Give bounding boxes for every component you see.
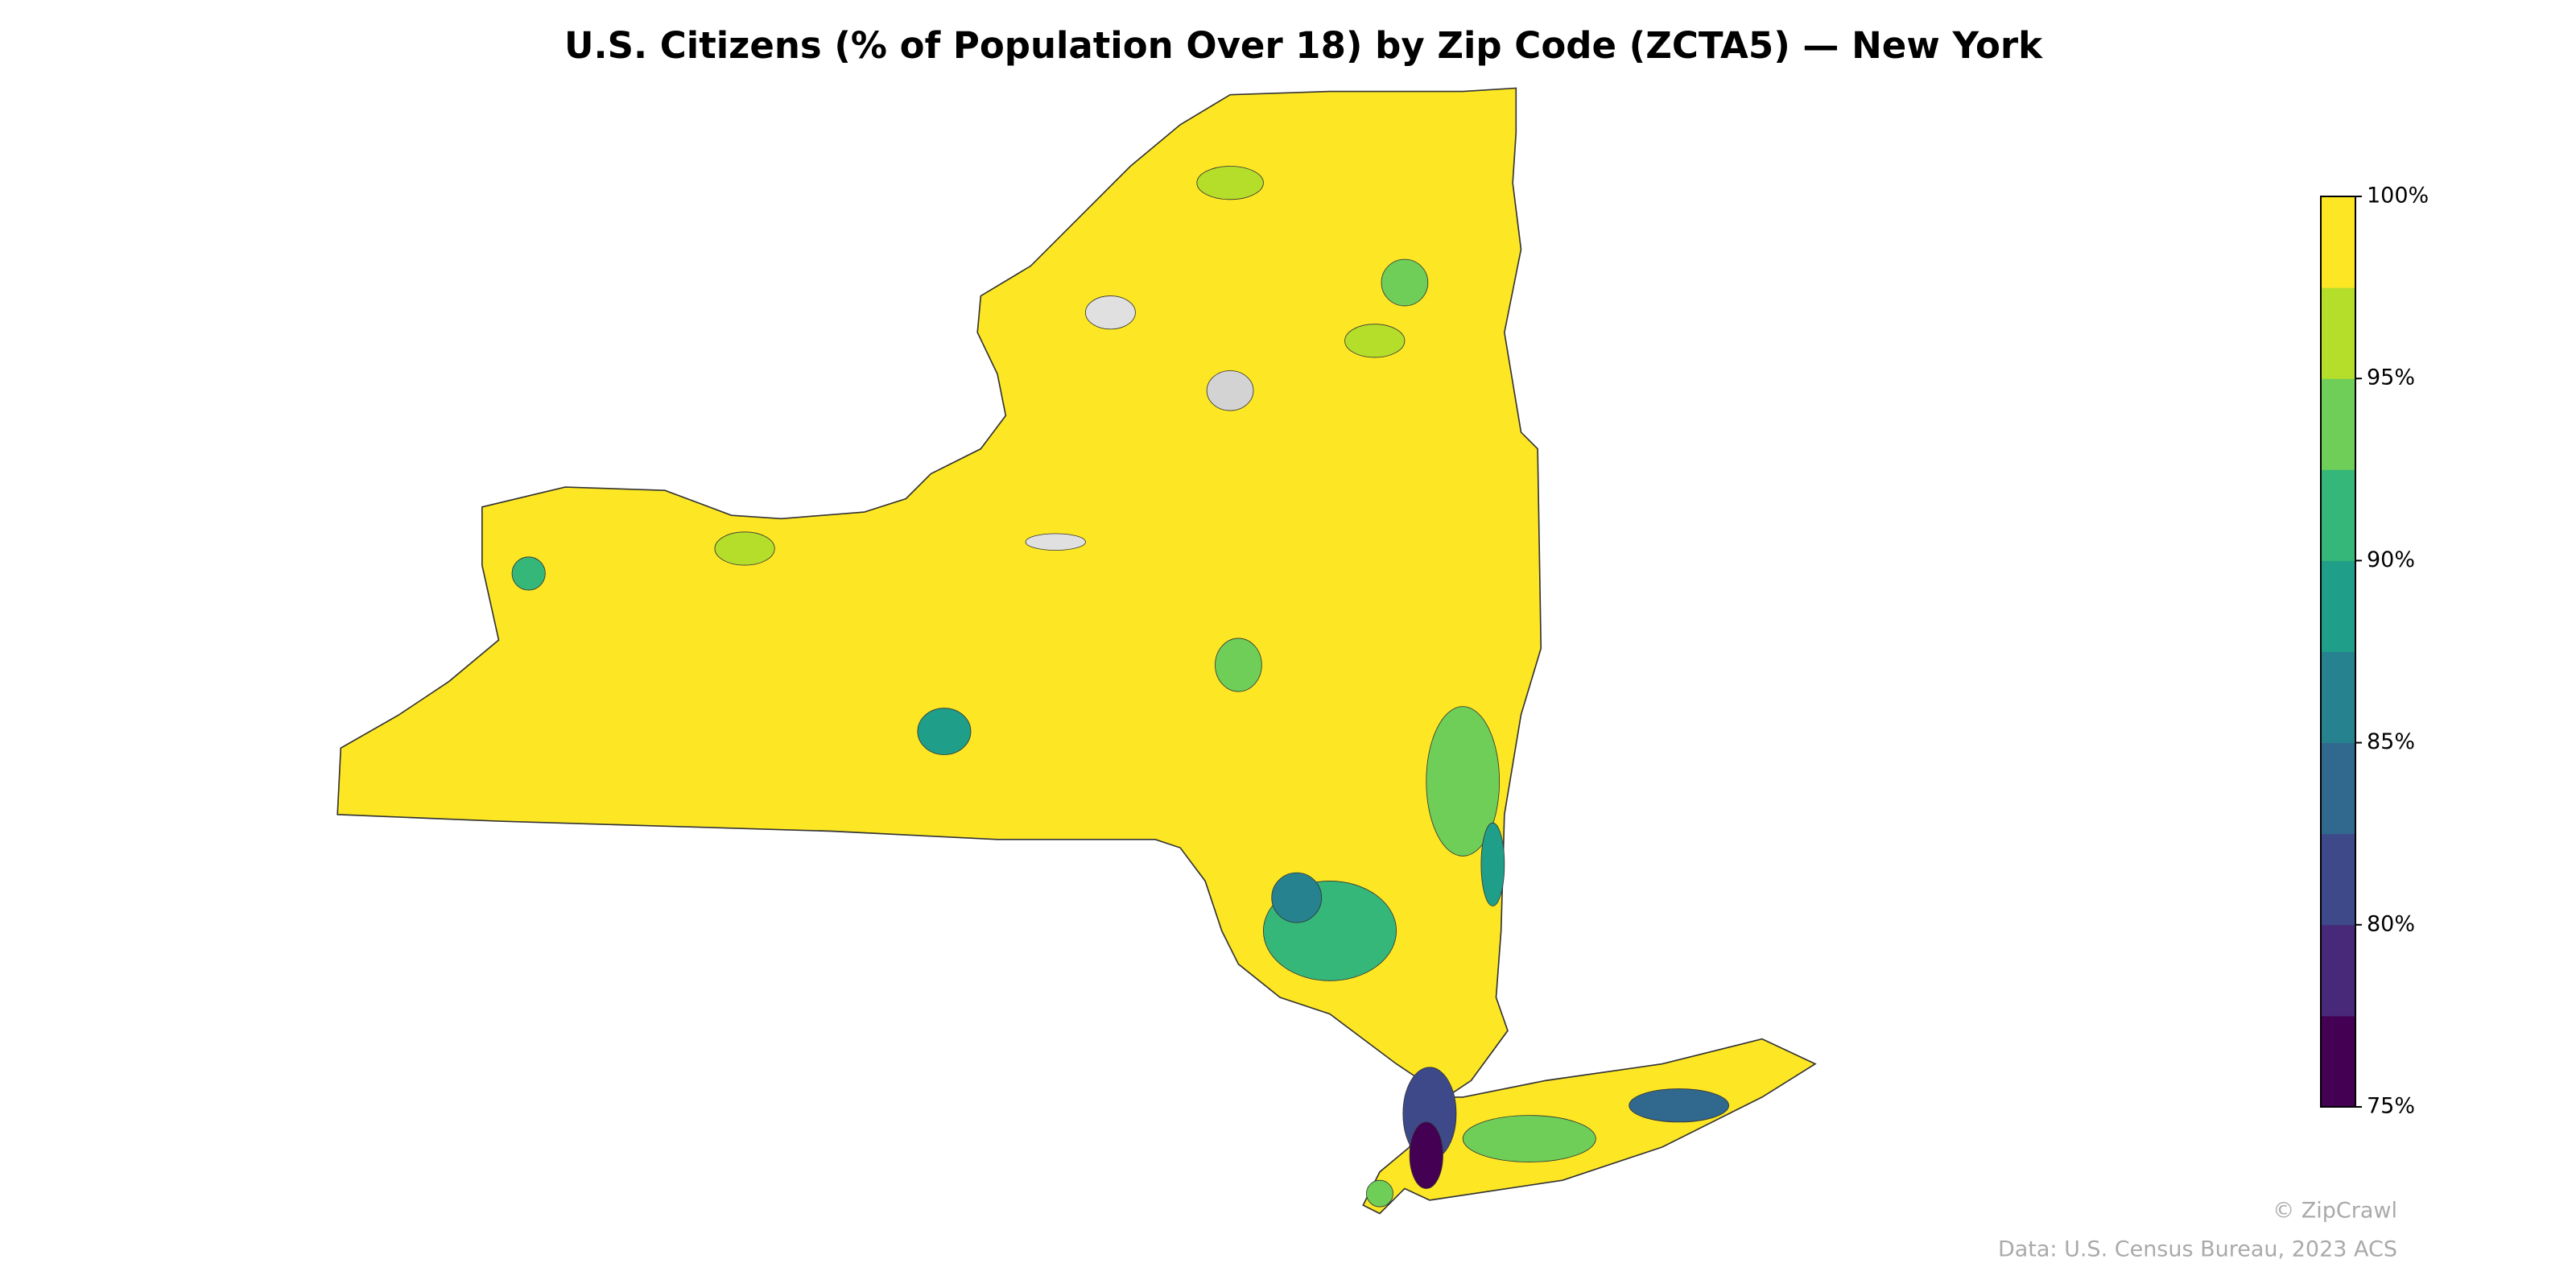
colorbar-bin [2321, 651, 2355, 744]
colorbar-tick-label: 95% [2367, 365, 2415, 390]
colorbar-bin [2321, 378, 2355, 470]
regions [511, 166, 1730, 1208]
source: Data: U.S. Census Bureau, 2023 ACS [1998, 1237, 2397, 1262]
region [1085, 295, 1136, 330]
colorbar-bin [2321, 196, 2355, 288]
region [1215, 638, 1262, 692]
region [1025, 533, 1086, 551]
region [1629, 1088, 1730, 1123]
colorbar-tick-label: 90% [2367, 547, 2415, 572]
region [917, 708, 972, 755]
colorbar-bin [2321, 833, 2355, 926]
region [1480, 822, 1505, 906]
colorbar-tick-label: 100% [2367, 184, 2429, 208]
colorbar-tick-label: 80% [2367, 911, 2415, 936]
region [1462, 1115, 1596, 1162]
region [714, 531, 775, 566]
region [1381, 258, 1429, 307]
colorbar-frame [2320, 196, 2356, 1108]
region [1426, 706, 1501, 857]
state-map [336, 87, 1817, 1215]
colorbar-bin [2321, 924, 2355, 1017]
credit: © ZipCrawl [2273, 1199, 2397, 1224]
colorbar-bin [2321, 560, 2355, 652]
colorbar-bin [2321, 1015, 2355, 1108]
region [1206, 370, 1254, 411]
region [1271, 872, 1323, 923]
state-outline [336, 87, 1817, 1215]
colorbar-tick-label: 85% [2367, 729, 2415, 754]
region [1344, 324, 1406, 358]
map-title: U.S. Citizens (% of Population Over 18) … [564, 24, 2043, 67]
region [511, 556, 546, 591]
colorbar-bin [2321, 742, 2355, 835]
colorbar-bin [2321, 469, 2355, 561]
region [1196, 166, 1264, 200]
region [1366, 1179, 1393, 1208]
colorbar: 75% 80% 85% 90% 95% 100% [2320, 184, 2429, 1119]
region [1409, 1121, 1443, 1189]
colorbar-bin [2321, 287, 2355, 379]
colorbar-tick-label: 75% [2367, 1094, 2415, 1119]
